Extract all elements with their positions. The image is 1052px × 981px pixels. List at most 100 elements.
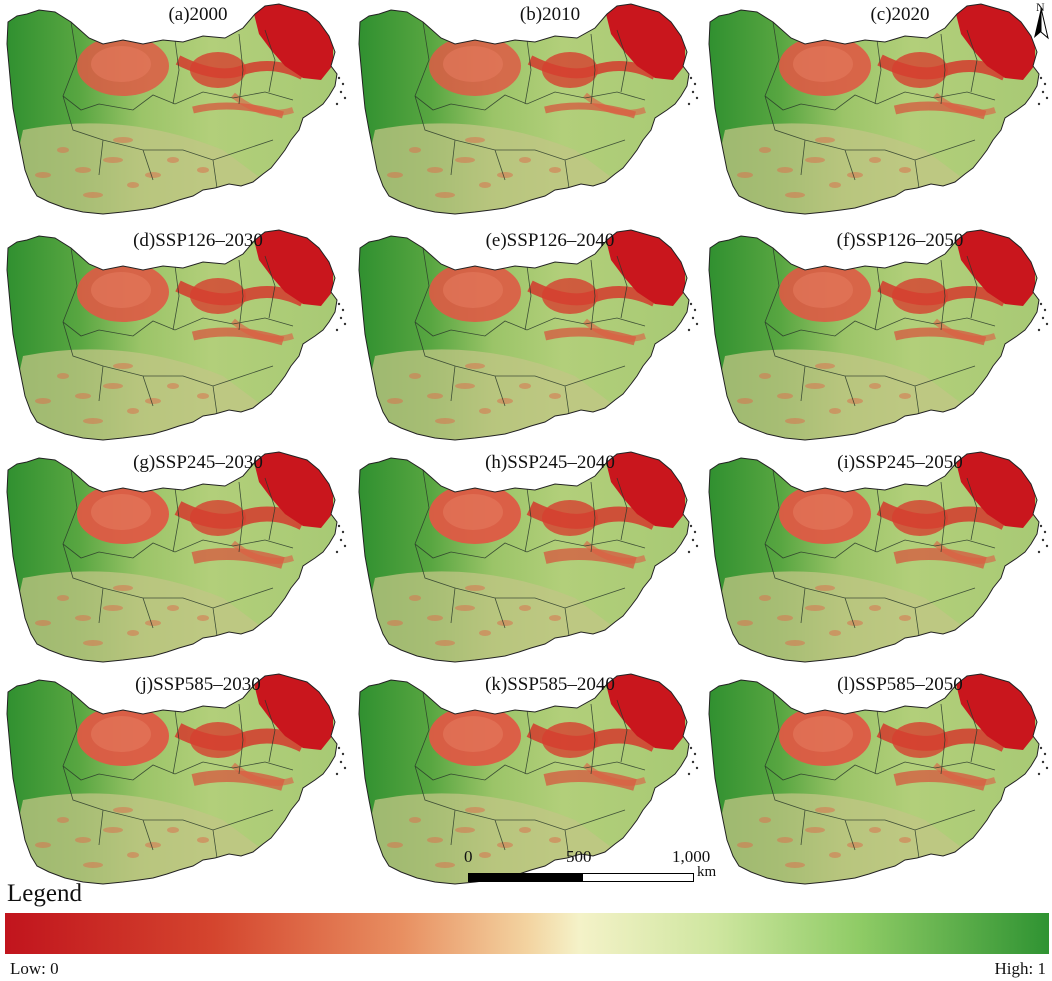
- suitability-map: [358, 451, 699, 663]
- island-dot: [1041, 90, 1045, 94]
- island-dot: [693, 530, 697, 534]
- island-dot: [689, 76, 693, 80]
- island-dot: [335, 772, 339, 776]
- island-dot: [691, 760, 695, 764]
- island-dot: [1039, 76, 1043, 80]
- island-dot: [693, 752, 697, 756]
- map-panel: (c)2020: [705, 0, 1050, 218]
- map-panel: (g)SSP245–2030: [3, 448, 348, 666]
- map-panel: (h)SSP245–2040: [355, 448, 700, 666]
- suitability-map: [708, 451, 1049, 663]
- suitability-map: [6, 451, 347, 663]
- map-northeast-zone: [253, 230, 333, 306]
- region-outline: [358, 451, 690, 663]
- island-dot: [687, 102, 691, 106]
- scale-tick-500: 500: [566, 847, 592, 866]
- scale-unit: km: [697, 864, 717, 880]
- map-northeast-zone: [955, 452, 1035, 528]
- suitability-map: [358, 229, 699, 441]
- map-northeast-zone: [605, 674, 685, 750]
- island-dot: [687, 328, 691, 332]
- island-dot: [693, 308, 697, 312]
- island-dot: [687, 772, 691, 776]
- suitability-map: [6, 673, 347, 885]
- region-outline: [708, 229, 1040, 441]
- scale-tick-1000: 1,000: [672, 847, 711, 866]
- map-northeast-zone: [253, 674, 333, 750]
- legend-title: Legend: [7, 880, 82, 907]
- province-boundaries: [62, 691, 294, 866]
- island-dot: [691, 538, 695, 542]
- island-dot: [1037, 550, 1041, 554]
- suitability-map: [708, 673, 1049, 885]
- map-northeast-zone: [955, 230, 1035, 306]
- panel-label: (b)2010: [519, 4, 581, 25]
- island-dot: [693, 82, 697, 86]
- legend-high-label: High: 1: [994, 959, 1046, 978]
- province-boundaries: [414, 469, 646, 644]
- province-boundaries: [62, 469, 294, 644]
- island-dot: [337, 76, 341, 80]
- island-dot: [339, 316, 343, 320]
- island-dot: [343, 766, 347, 770]
- legend-color-ramp: [5, 913, 1049, 954]
- island-dot: [1037, 328, 1041, 332]
- panel-label: (h)SSP245–2040: [485, 452, 615, 473]
- island-dot: [1041, 760, 1045, 764]
- region-outline: [358, 3, 690, 215]
- island-dot: [695, 544, 699, 548]
- province-boundaries: [414, 247, 646, 422]
- region-outline: [6, 451, 338, 663]
- scale-bar-black-segment: [468, 873, 583, 882]
- province-boundaries: [764, 691, 996, 866]
- island-dot: [1043, 530, 1047, 534]
- island-dot: [337, 746, 341, 750]
- suitability-map: [358, 3, 699, 215]
- suitability-map: [6, 229, 347, 441]
- island-dot: [695, 322, 699, 326]
- map-panel: (j)SSP585–2030: [3, 670, 348, 888]
- legend-low-label: Low: 0: [10, 959, 59, 978]
- island-dot: [337, 302, 341, 306]
- panel-label: (j)SSP585–2030: [135, 674, 261, 695]
- panel-label: (i)SSP245–2050: [837, 452, 963, 473]
- map-panel: (k)SSP585–2040: [355, 670, 700, 888]
- island-dot: [341, 82, 345, 86]
- map-panel: (i)SSP245–2050: [705, 448, 1050, 666]
- island-dot: [1041, 316, 1045, 320]
- province-boundaries: [414, 691, 646, 866]
- map-panel: (f)SSP126–2050: [705, 226, 1050, 444]
- island-dot: [689, 302, 693, 306]
- panel-label: (g)SSP245–2030: [133, 452, 263, 473]
- island-dot: [337, 524, 341, 528]
- island-dot: [1043, 308, 1047, 312]
- map-panel: (a)2000: [3, 0, 348, 218]
- island-dot: [1045, 544, 1049, 548]
- region-outline: [708, 673, 1040, 885]
- island-dot: [1041, 538, 1045, 542]
- province-boundaries: [764, 469, 996, 644]
- island-dot: [689, 524, 693, 528]
- scale-tick-0: 0: [464, 847, 473, 866]
- region-outline: [708, 451, 1040, 663]
- map-northeast-zone: [955, 674, 1035, 750]
- region-outline: [358, 673, 690, 885]
- island-dot: [1043, 82, 1047, 86]
- island-dot: [343, 96, 347, 100]
- province-boundaries: [414, 21, 646, 196]
- suitability-map: [708, 3, 1049, 215]
- island-dot: [1039, 524, 1043, 528]
- island-dot: [1043, 752, 1047, 756]
- province-boundaries: [764, 21, 996, 196]
- island-dot: [339, 90, 343, 94]
- province-boundaries: [62, 247, 294, 422]
- island-dot: [691, 90, 695, 94]
- region-outline: [708, 3, 1040, 215]
- island-dot: [691, 316, 695, 320]
- map-northeast-zone: [605, 452, 685, 528]
- panel-label: (d)SSP126–2030: [133, 230, 263, 251]
- map-northeast-zone: [955, 4, 1035, 80]
- region-outline: [6, 3, 338, 215]
- map-panel: (b)2010: [355, 0, 700, 218]
- north-letter: N: [1036, 0, 1045, 14]
